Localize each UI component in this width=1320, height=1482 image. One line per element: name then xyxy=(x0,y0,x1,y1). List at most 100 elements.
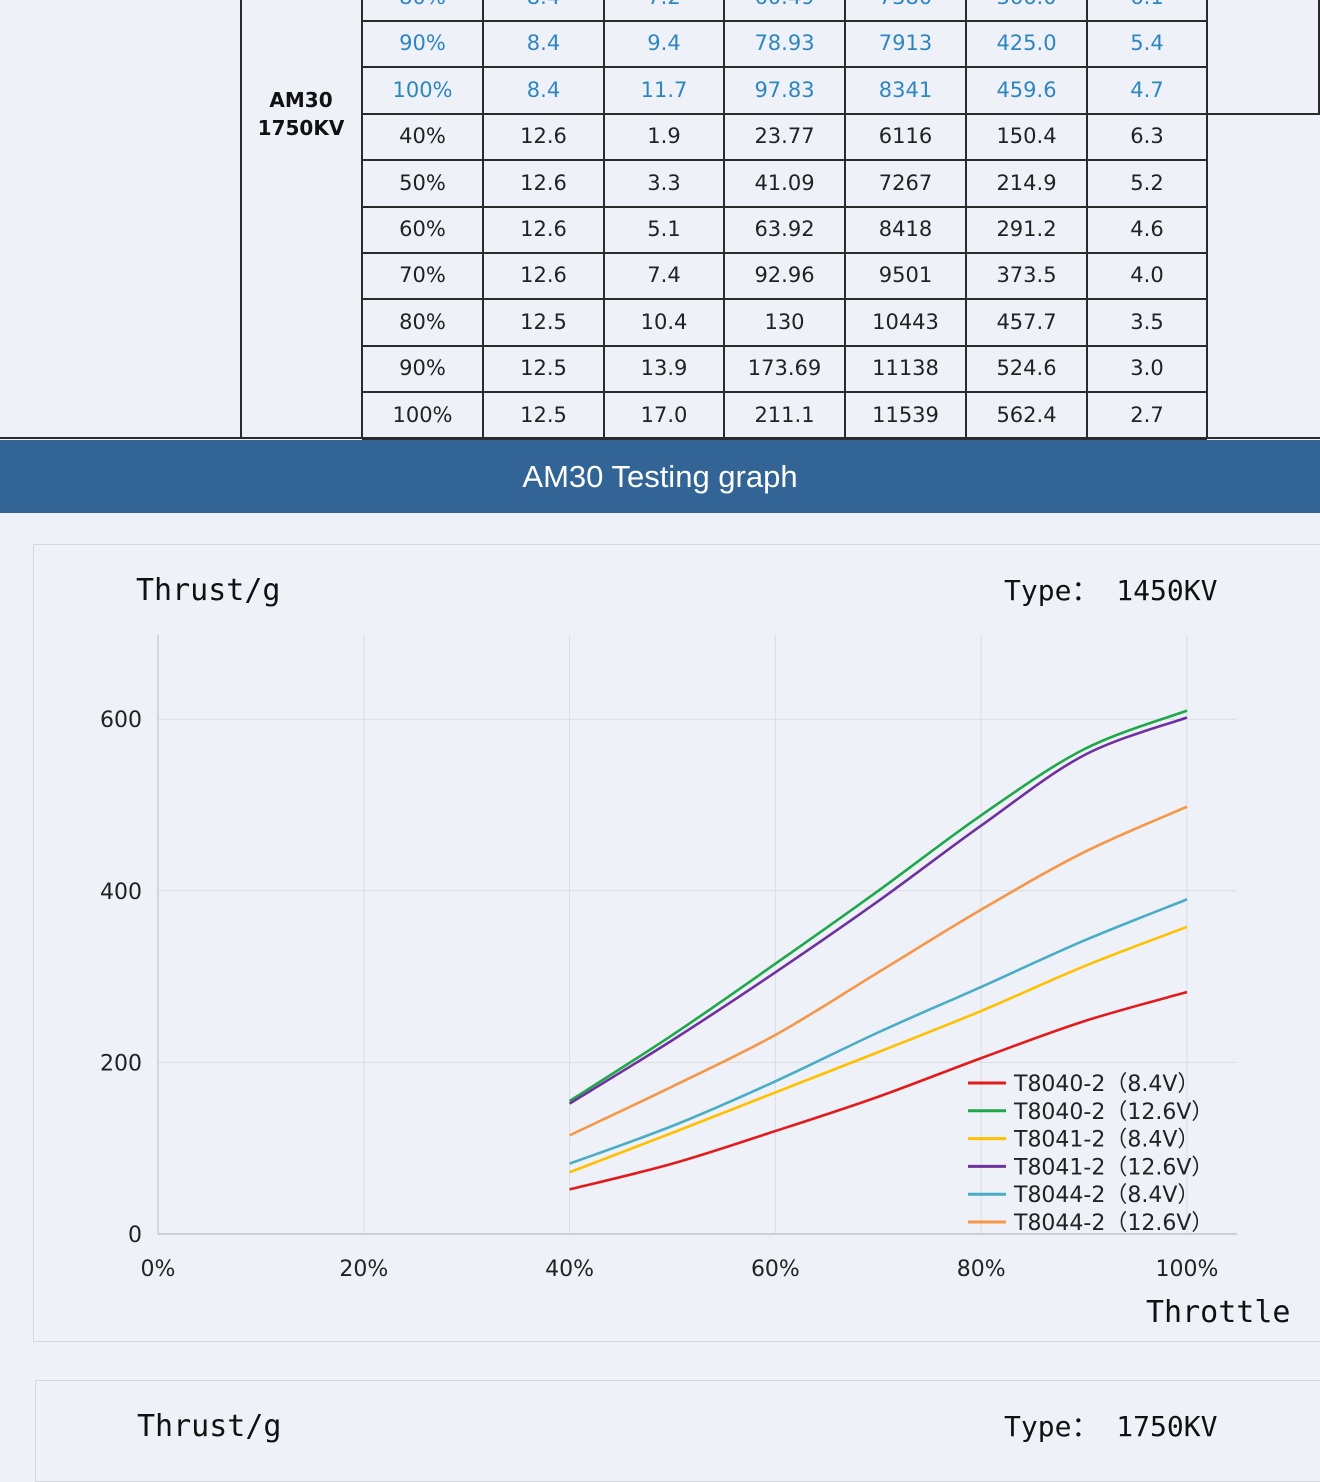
table-cell: 12.5 xyxy=(483,392,604,438)
table-cell: 90% xyxy=(362,20,483,66)
table-border-left xyxy=(240,0,242,439)
table-cell: 366.0 xyxy=(966,0,1087,20)
table-cell: 173.69 xyxy=(724,345,845,391)
table-cell: 12.6 xyxy=(483,206,604,252)
table-cell: 7.4 xyxy=(604,252,724,298)
chart-panel-1450kv: Thrust/g Type： 1450KV 0%20%40%60%80%100%… xyxy=(33,544,1320,1342)
x-tick-label: 100% xyxy=(1156,1257,1219,1282)
table-cell: 92.96 xyxy=(724,252,845,298)
table-cell: 12.6 xyxy=(483,113,604,159)
y-axis-label-2: Thrust/g xyxy=(137,1409,282,1444)
table-cell: 3.5 xyxy=(1087,299,1207,345)
table-cell: 10443 xyxy=(845,299,966,345)
table-cell: 3.0 xyxy=(1087,345,1207,391)
x-tick-label: 80% xyxy=(957,1257,1006,1282)
table-cell: 90% xyxy=(362,345,483,391)
table-cell: 3.3 xyxy=(604,160,724,206)
table-cell: 8.4 xyxy=(483,67,604,113)
table-cell: 12.6 xyxy=(483,252,604,298)
thrust-line-chart: 0% 20% 40% 60% 80% 100% 0 200 400 600 T8040-2（8.4V… xyxy=(34,545,1320,1341)
table-cell: 50% xyxy=(362,160,483,206)
table-cell: 7.2 xyxy=(604,0,724,20)
table-cell: 6116 xyxy=(845,113,966,159)
x-tick-label: 60% xyxy=(751,1257,800,1282)
y-tick-label: 0 xyxy=(128,1223,142,1248)
legend-label: T8040-2（8.4V） xyxy=(1013,1072,1199,1097)
motor-model-line1: AM30 xyxy=(242,86,360,114)
table-cell: 5.2 xyxy=(1087,160,1207,206)
table-cell: 40% xyxy=(362,113,483,159)
table-cell: 11539 xyxy=(845,392,966,438)
table-cell: 7267 xyxy=(845,160,966,206)
table-cell: 1.9 xyxy=(604,113,724,159)
table-cell: 8418 xyxy=(845,206,966,252)
series-line xyxy=(570,717,1187,1103)
x-tick-label: 0% xyxy=(141,1257,176,1282)
y-tick-label: 200 xyxy=(100,1051,142,1076)
series-line xyxy=(570,711,1187,1101)
table-cell: 80% xyxy=(362,299,483,345)
table-cell: 7913 xyxy=(845,20,966,66)
table-cell: 63.92 xyxy=(724,206,845,252)
y-tick-label: 600 xyxy=(100,708,142,733)
x-tick-label: 20% xyxy=(339,1257,388,1282)
table-cell: 459.6 xyxy=(966,67,1087,113)
table-cell: 524.6 xyxy=(966,345,1087,391)
table-cell: 5.4 xyxy=(1087,20,1207,66)
chart-panel-1750kv: Thrust/g Type： 1750KV xyxy=(35,1380,1320,1482)
legend-label: T8044-2（12.6V） xyxy=(1013,1211,1213,1236)
y-tick-label: 400 xyxy=(100,880,142,905)
table-cell: 9.4 xyxy=(604,20,724,66)
table-cell: 6.3 xyxy=(1087,113,1207,159)
table-cell: 2.7 xyxy=(1087,392,1207,438)
legend-label: T8044-2（8.4V） xyxy=(1013,1183,1199,1208)
table-cell: 12.5 xyxy=(483,299,604,345)
table-cell: 11.7 xyxy=(604,67,724,113)
table-cell: 100% xyxy=(362,392,483,438)
table-cell: 4.7 xyxy=(1087,67,1207,113)
table-cell: 9501 xyxy=(845,252,966,298)
table-cell: 60% xyxy=(362,206,483,252)
table-cell: 78.93 xyxy=(724,20,845,66)
table-cell: 373.5 xyxy=(966,252,1087,298)
x-axis-label: Throttle xyxy=(1146,1295,1291,1330)
table-cell: 8.4 xyxy=(483,0,604,20)
spec-table: 80%8.47.260.497380366.06.190%8.49.478.93… xyxy=(0,0,1320,439)
table-cell: 4.0 xyxy=(1087,252,1207,298)
x-tick-label: 40% xyxy=(545,1257,594,1282)
section-banner: AM30 Testing graph xyxy=(0,440,1320,513)
table-cell: 214.9 xyxy=(966,160,1087,206)
table-cell: 41.09 xyxy=(724,160,845,206)
type-label-2: Type： 1750KV xyxy=(1004,1405,1217,1445)
table-cell: 211.1 xyxy=(724,392,845,438)
table-cell: 10.4 xyxy=(604,299,724,345)
table-cell: 60.49 xyxy=(724,0,845,20)
table-cell: 12.6 xyxy=(483,160,604,206)
table-cell: 8341 xyxy=(845,67,966,113)
table-cell: 6.1 xyxy=(1087,0,1207,20)
table-cell: 7380 xyxy=(845,0,966,20)
legend-label: T8041-2（8.4V） xyxy=(1013,1128,1199,1153)
banner-title: AM30 Testing graph xyxy=(0,440,1320,513)
table-cell: 4.6 xyxy=(1087,206,1207,252)
table-cell: 457.7 xyxy=(966,299,1087,345)
motor-model-line2: 1750KV xyxy=(242,114,360,142)
table-cell: 70% xyxy=(362,252,483,298)
legend-label: T8041-2（12.6V） xyxy=(1013,1155,1213,1180)
table-cell: 11138 xyxy=(845,345,966,391)
table-cell: 13.9 xyxy=(604,345,724,391)
table-cell: 562.4 xyxy=(966,392,1087,438)
table-cell: 17.0 xyxy=(604,392,724,438)
legend-label: T8040-2（12.6V） xyxy=(1013,1100,1213,1125)
table-cell: 150.4 xyxy=(966,113,1087,159)
table-cell: 100% xyxy=(362,67,483,113)
table-cell: 80% xyxy=(362,0,483,20)
table-cell: 130 xyxy=(724,299,845,345)
table-cell: 12.5 xyxy=(483,345,604,391)
table-cell: 97.83 xyxy=(724,67,845,113)
table-cell: 23.77 xyxy=(724,113,845,159)
table-cell: 425.0 xyxy=(966,20,1087,66)
table-cell: 291.2 xyxy=(966,206,1087,252)
table-cell: 8.4 xyxy=(483,20,604,66)
